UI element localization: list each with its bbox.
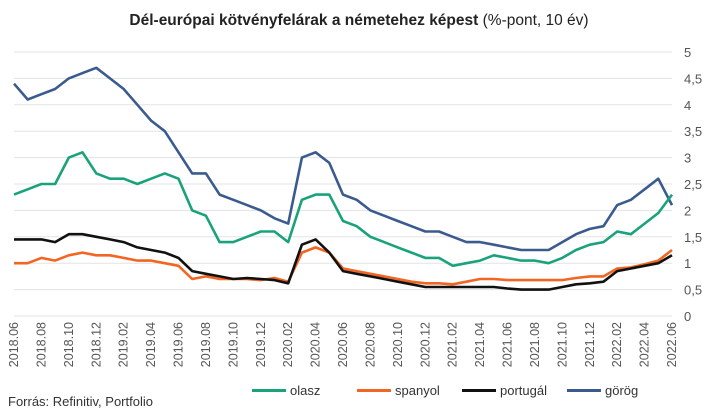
- legend-swatch-olasz: [252, 389, 286, 392]
- chart-title-rest: (%-pont, 10 év): [478, 12, 589, 29]
- y-tick-label: 1,5: [684, 230, 702, 245]
- source-note: Forrás: Refinitiv, Portfolio: [8, 394, 153, 409]
- x-tick-label: 2019.12: [254, 322, 268, 367]
- x-tick-label: 2021.08: [528, 322, 542, 367]
- x-tick-label: 2022.06: [665, 322, 679, 367]
- y-tick-label: 4: [684, 98, 691, 113]
- x-tick-label: 2021.04: [473, 322, 487, 367]
- y-tick-label: 3,5: [684, 124, 702, 139]
- gridlines: [14, 51, 672, 317]
- legend-item-olasz: olasz: [252, 383, 357, 398]
- x-tick-label: 2019.02: [117, 322, 131, 367]
- x-axis-ticks: 2018.06 2018.08 2018.10 2018.12 2019.02 2019.…: [7, 322, 679, 367]
- x-tick-label: 2021.06: [501, 322, 515, 367]
- x-tick-label: 2018.06: [7, 322, 21, 367]
- x-tick-label: 2020.04: [309, 322, 323, 367]
- x-tick-label: 2021.12: [583, 322, 597, 367]
- y-tick-label: 2: [684, 203, 691, 218]
- series-line-spanyol: [14, 246, 673, 286]
- y-tick-label: 0: [684, 309, 691, 324]
- legend-swatch-spanyol: [357, 389, 391, 392]
- x-tick-label: 2019.04: [144, 322, 158, 367]
- y-tick-label: 1: [684, 256, 691, 271]
- legend-label-gorog: görög: [605, 383, 639, 398]
- legend-item-spanyol: spanyol: [357, 383, 462, 398]
- x-tick-label: 2022.02: [610, 322, 624, 367]
- legend-swatch-gorog: [567, 389, 601, 392]
- chart-title-bold: Dél-európai kötvényfelárak a németehez k…: [129, 12, 479, 29]
- legend: olasz spanyol portugál görög: [252, 383, 672, 398]
- y-axis-ticks: 0 0,5 1 1,5 2 2,5 3 3,5 4 4,5 5: [684, 45, 702, 324]
- y-tick-label: 4,5: [684, 71, 702, 86]
- series-lines: [13, 66, 674, 291]
- y-tick-label: 2,5: [684, 177, 702, 192]
- x-tick-label: 2021.10: [555, 322, 569, 367]
- legend-item-portugal: portugál: [462, 383, 567, 398]
- legend-label-spanyol: spanyol: [395, 383, 440, 398]
- series-line-portugál: [14, 232, 673, 291]
- legend-item-gorog: görög: [567, 383, 672, 398]
- x-tick-label: 2020.10: [391, 322, 405, 367]
- legend-label-portugal: portugál: [500, 383, 547, 398]
- x-tick-label: 2018.12: [89, 322, 103, 367]
- legend-label-olasz: olasz: [290, 383, 321, 398]
- x-tick-label: 2020.08: [363, 322, 377, 367]
- x-tick-label: 2019.08: [199, 322, 213, 367]
- x-tick-label: 2018.08: [34, 322, 48, 367]
- series-line-görög: [13, 66, 674, 252]
- legend-swatch-portugal: [462, 389, 496, 392]
- x-tick-label: 2022.04: [638, 322, 652, 367]
- y-tick-label: 5: [684, 45, 691, 60]
- x-tick-label: 2019.06: [172, 322, 186, 367]
- x-tick-label: 2019.10: [226, 322, 240, 367]
- x-tick-label: 2020.12: [418, 322, 432, 367]
- y-tick-label: 0,5: [684, 283, 702, 298]
- y-tick-label: 3: [684, 151, 691, 166]
- x-tick-label: 2020.02: [281, 322, 295, 367]
- x-tick-label: 2020.06: [336, 322, 350, 367]
- chart-title: Dél-európai kötvényfelárak a németehez k…: [0, 12, 718, 30]
- x-tick-label: 2018.10: [62, 322, 76, 367]
- x-tick-label: 2021.02: [446, 322, 460, 367]
- series-line-olasz: [13, 151, 674, 268]
